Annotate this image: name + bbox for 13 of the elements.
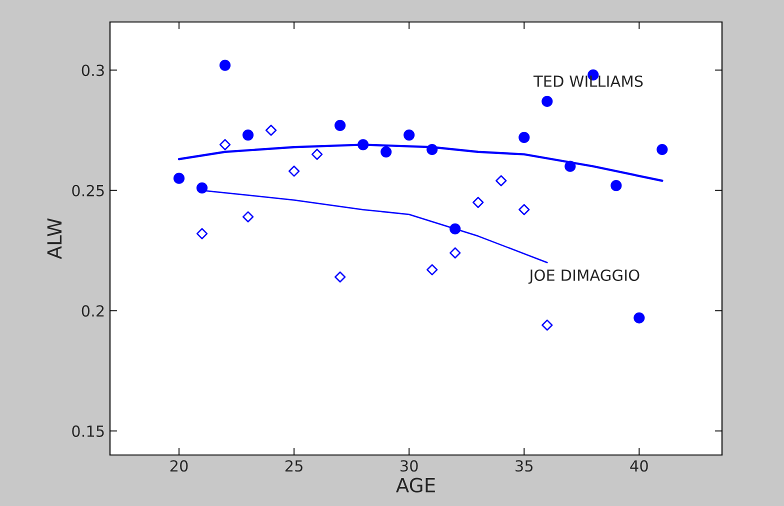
y-tick-label: 0.15: [72, 425, 104, 437]
x-tick-label: 40: [630, 460, 648, 472]
y-tick-label: 0.25: [72, 184, 104, 196]
x-axis-title: AGE: [396, 478, 435, 492]
y-tick-label: 0.3: [82, 64, 104, 76]
x-tick-label: 25: [285, 460, 302, 472]
annotation: JOE DIMAGGIO: [528, 269, 640, 284]
x-tick-label: 30: [400, 460, 418, 472]
x-tick-label: 35: [516, 460, 533, 472]
annotation: TED WILLIAMS: [533, 75, 643, 88]
y-axis-title: ALW: [47, 218, 62, 260]
x-tick-label: 20: [170, 460, 188, 472]
y-tick-label: 0.2: [82, 305, 104, 317]
